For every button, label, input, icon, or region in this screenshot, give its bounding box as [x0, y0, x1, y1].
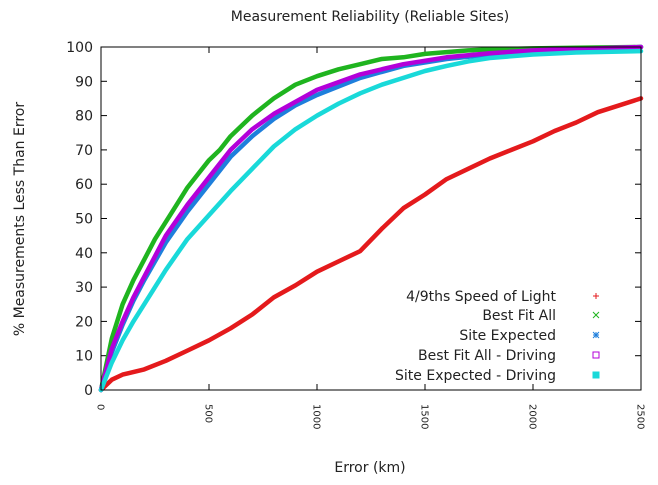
- y-axis-label: % Measurements Less Than Error: [12, 102, 28, 337]
- y-tick-label: 0: [84, 383, 93, 399]
- y-tick-label: 80: [75, 109, 93, 125]
- series-line-4: [98, 44, 644, 393]
- plot-frame: [100, 46, 642, 391]
- legend-marker: [592, 351, 600, 359]
- series-line-2: [98, 44, 644, 393]
- legend-label: Best Fit All: [482, 308, 556, 324]
- y-tick-label: 50: [75, 212, 93, 228]
- legend-label: Site Expected - Driving: [395, 368, 556, 384]
- chart-title: Measurement Reliability (Reliable Sites): [231, 9, 509, 25]
- y-tick-label: 100: [66, 40, 93, 56]
- x-tick-label: 500: [203, 404, 214, 423]
- x-tick-label: 2500: [635, 404, 646, 429]
- y-tick-label: 10: [75, 349, 93, 365]
- y-tick-label: 60: [75, 177, 93, 193]
- x-axis-label: Error (km): [334, 460, 405, 476]
- y-tick-label: 40: [75, 246, 93, 262]
- x-tick-label: 0: [95, 404, 106, 410]
- y-tick-label: 20: [75, 314, 93, 330]
- legend-marker: [592, 331, 600, 339]
- legend-label: Site Expected: [459, 328, 556, 344]
- legend: 4/9ths Speed of Light Best Fit All Site Ex…: [395, 289, 600, 384]
- series-line-3: [98, 44, 644, 393]
- x-tick-label: 1500: [419, 404, 430, 429]
- plot-area: [98, 44, 644, 393]
- legend-marker: [592, 371, 600, 379]
- legend-label: Best Fit All - Driving: [418, 348, 556, 364]
- series-line-1: [98, 96, 644, 393]
- y-tick-label: 30: [75, 280, 93, 296]
- x-tick-label: 1000: [311, 404, 322, 429]
- x-tick-label: 2000: [527, 404, 538, 429]
- y-tick-label: 90: [75, 74, 93, 90]
- series-line-5: [98, 48, 644, 393]
- legend-label: 4/9ths Speed of Light: [406, 289, 556, 305]
- legend-marker: [593, 293, 599, 299]
- legend-marker: [592, 311, 600, 319]
- y-tick-label: 70: [75, 143, 93, 159]
